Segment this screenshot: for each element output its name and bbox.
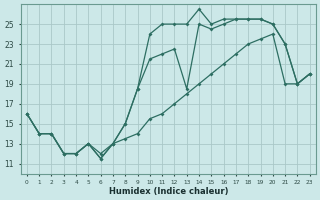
X-axis label: Humidex (Indice chaleur): Humidex (Indice chaleur) [108,187,228,196]
